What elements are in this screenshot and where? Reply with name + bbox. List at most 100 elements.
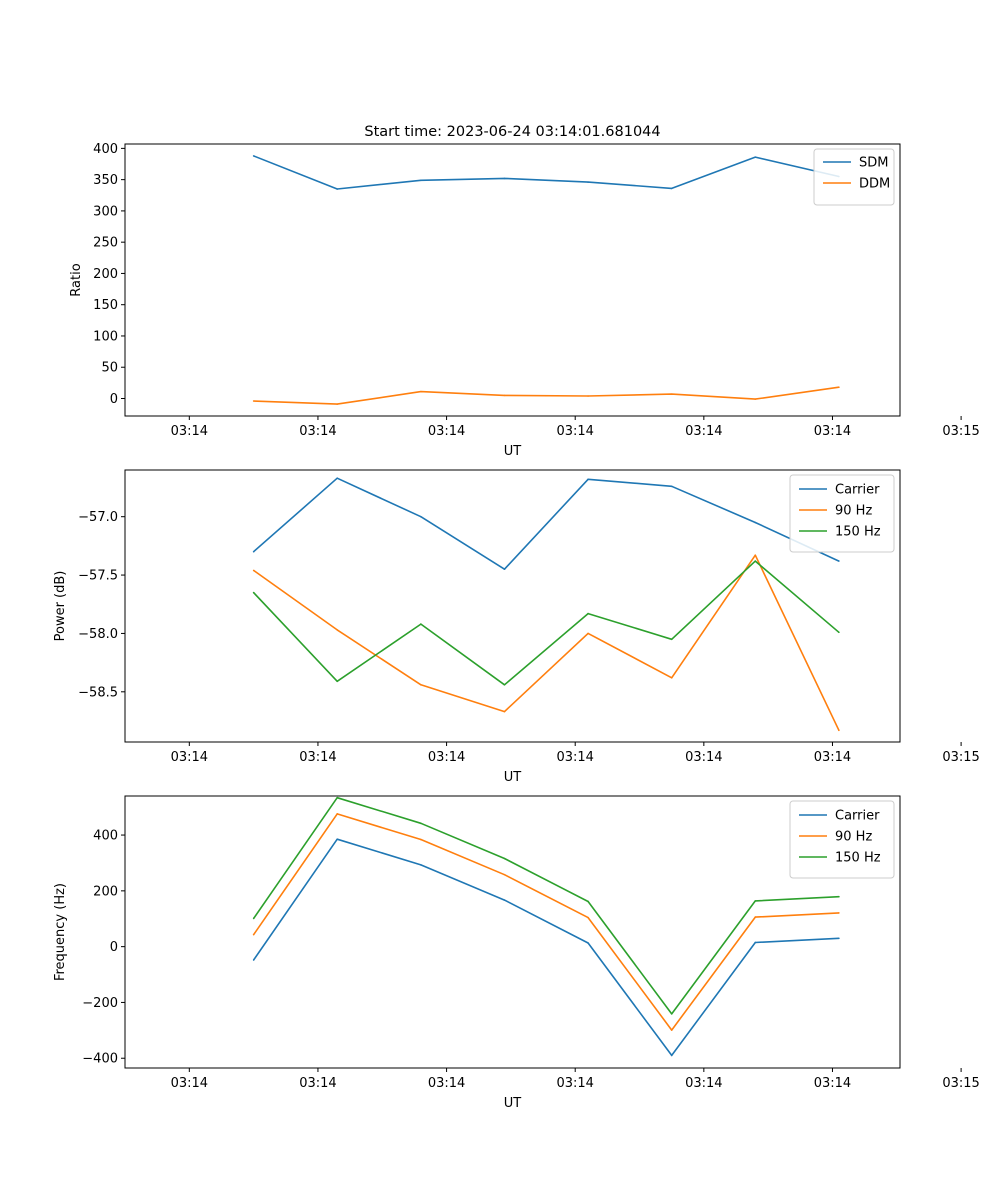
y-tick-label: −400 bbox=[82, 1052, 118, 1067]
y-axis-label: Power (dB) bbox=[53, 571, 68, 642]
data-point bbox=[754, 900, 757, 902]
y-tick-label: 400 bbox=[93, 829, 118, 844]
series-line-ddm bbox=[253, 386, 840, 405]
legend-box bbox=[789, 800, 895, 879]
data-point bbox=[420, 822, 422, 825]
legend-label: Carrier bbox=[835, 809, 880, 824]
figure-title: Start time: 2023-06-24 03:14:01.681044 bbox=[364, 124, 660, 140]
data-point bbox=[336, 477, 339, 479]
data-point bbox=[838, 912, 840, 914]
y-tick-label: 150 bbox=[93, 298, 118, 313]
data-point bbox=[252, 917, 255, 920]
x-tick-label: 03:15 bbox=[942, 424, 979, 439]
y-tick-label: 250 bbox=[93, 236, 118, 251]
data-point bbox=[587, 916, 589, 919]
data-point bbox=[420, 864, 422, 866]
data-point bbox=[838, 386, 840, 389]
data-point bbox=[838, 631, 840, 634]
x-tick-label: 03:14 bbox=[171, 424, 208, 439]
legend-label: Carrier bbox=[835, 483, 880, 498]
data-point bbox=[336, 680, 339, 683]
series-line-90-hz bbox=[252, 813, 839, 1031]
x-tick-label: 03:14 bbox=[428, 1076, 465, 1091]
data-point bbox=[587, 942, 589, 944]
legend-box bbox=[813, 148, 895, 206]
data-point bbox=[252, 569, 255, 572]
data-point bbox=[838, 895, 840, 898]
plot-frame bbox=[124, 469, 901, 743]
data-point bbox=[838, 729, 840, 732]
data-point bbox=[503, 710, 506, 713]
data-point bbox=[503, 899, 506, 901]
data-point bbox=[670, 638, 673, 641]
y-tick-label: 350 bbox=[93, 173, 118, 188]
data-point bbox=[336, 188, 339, 190]
x-tick-label: 03:14 bbox=[556, 1076, 593, 1091]
x-tick-label: 03:14 bbox=[685, 750, 722, 765]
data-point bbox=[587, 478, 589, 481]
legend-label: DDM bbox=[859, 177, 890, 192]
y-tick-label: 300 bbox=[93, 204, 118, 219]
data-point bbox=[420, 623, 422, 625]
data-point bbox=[503, 873, 506, 876]
data-point bbox=[336, 838, 339, 841]
x-tick-label: 03:14 bbox=[171, 750, 208, 765]
x-tick-label: 03:14 bbox=[556, 424, 593, 439]
series-line-150-hz bbox=[252, 796, 839, 1015]
data-point bbox=[252, 959, 255, 961]
data-point bbox=[336, 796, 339, 799]
y-tick-label: −57.0 bbox=[78, 510, 118, 525]
series-line-carrier bbox=[253, 477, 840, 571]
data-point bbox=[252, 933, 255, 936]
legend-box bbox=[789, 474, 895, 553]
legend-label: 90 Hz bbox=[835, 504, 872, 519]
data-point bbox=[670, 1013, 673, 1015]
data-point bbox=[420, 390, 422, 393]
data-point bbox=[670, 485, 673, 488]
data-point bbox=[503, 568, 506, 571]
series-line-carrier bbox=[252, 838, 839, 1057]
data-point bbox=[754, 521, 757, 524]
legend-label: 150 Hz bbox=[835, 525, 881, 540]
data-point bbox=[838, 560, 840, 562]
legend-label: 90 Hz bbox=[835, 830, 872, 845]
data-point bbox=[754, 941, 757, 944]
data-point bbox=[670, 1054, 673, 1057]
y-tick-label: 0 bbox=[110, 392, 118, 407]
data-point bbox=[670, 187, 673, 190]
x-tick-label: 03:14 bbox=[299, 1076, 336, 1091]
x-tick-label: 03:15 bbox=[942, 750, 979, 765]
x-tick-label: 03:14 bbox=[556, 750, 593, 765]
x-tick-label: 03:14 bbox=[299, 750, 336, 765]
x-tick-label: 03:14 bbox=[685, 424, 722, 439]
data-point bbox=[838, 937, 840, 940]
y-tick-label: 100 bbox=[93, 329, 118, 344]
data-point bbox=[252, 155, 255, 157]
data-point bbox=[754, 916, 757, 918]
power-panel: 03:14 03:14 03:14 03:14 03:14 03:14 03:15 −57.0… bbox=[53, 469, 980, 785]
y-tick-label: 200 bbox=[93, 884, 118, 899]
data-point bbox=[754, 554, 757, 557]
data-point bbox=[587, 900, 589, 903]
data-point bbox=[503, 177, 506, 180]
data-point bbox=[754, 156, 757, 158]
data-point bbox=[503, 857, 506, 860]
data-point bbox=[420, 683, 422, 686]
x-tick-label: 03:14 bbox=[171, 1076, 208, 1091]
frequency-panel: 03:14 03:14 03:14 03:14 03:14 03:14 03:15 −400 −… bbox=[53, 795, 980, 1111]
data-point bbox=[670, 393, 673, 395]
y-axis-label: Ratio bbox=[69, 263, 84, 296]
data-point bbox=[420, 515, 422, 518]
data-point bbox=[754, 560, 757, 562]
data-point bbox=[420, 179, 422, 182]
x-tick-label: 03:15 bbox=[942, 1076, 979, 1091]
x-tick-label: 03:14 bbox=[428, 424, 465, 439]
data-point bbox=[670, 676, 673, 679]
data-point bbox=[587, 632, 589, 635]
plot-frame bbox=[124, 795, 901, 1069]
y-tick-label: 50 bbox=[101, 361, 118, 376]
plot-frame bbox=[124, 143, 901, 417]
data-point bbox=[336, 629, 339, 631]
data-point bbox=[587, 181, 589, 183]
